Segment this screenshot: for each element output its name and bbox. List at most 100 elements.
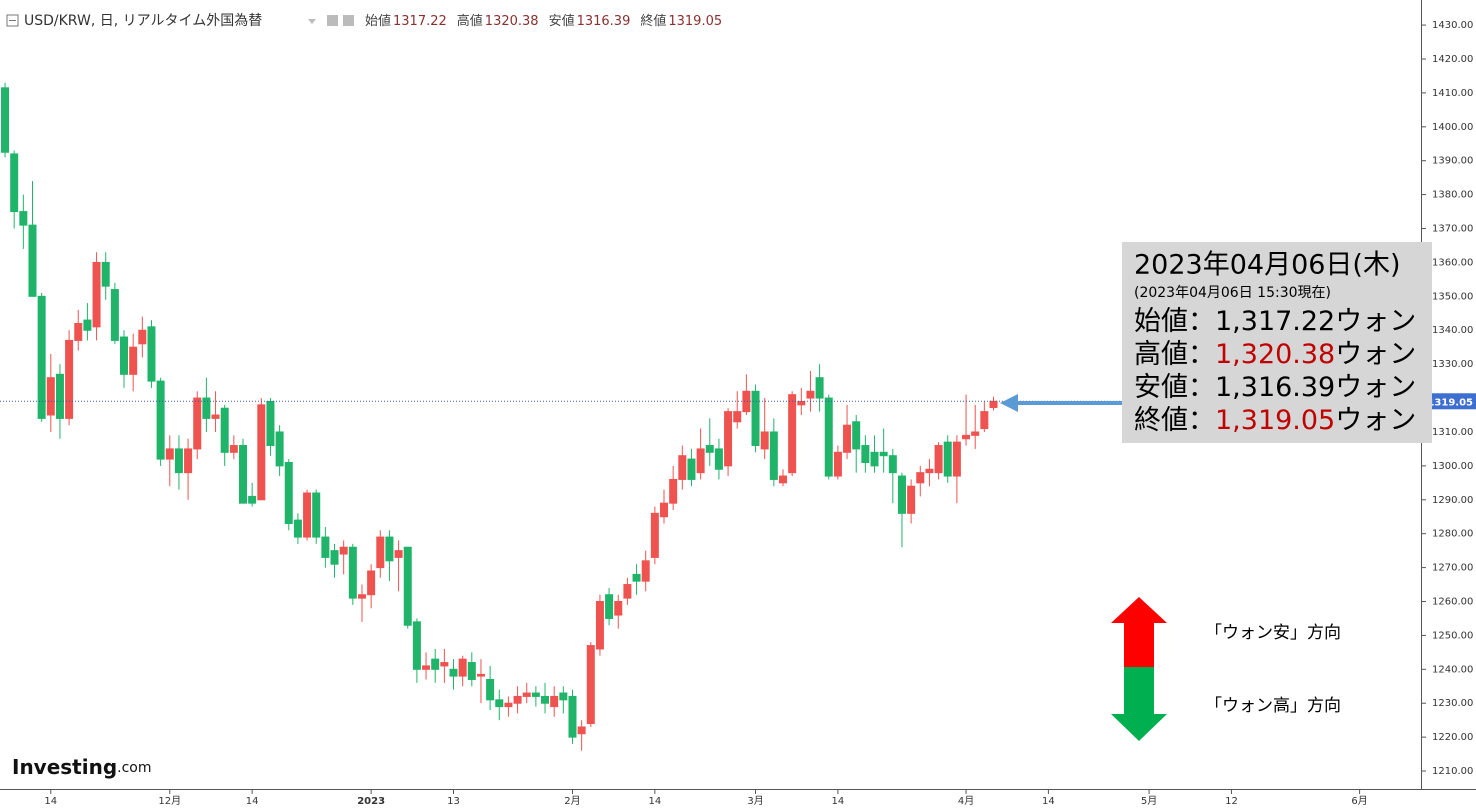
candle-body [934,445,943,474]
candle-body [138,329,147,345]
annotation-strong: 「ウォン高」方向 [1205,696,1341,716]
candle-body [943,441,952,477]
candle-body [650,512,659,558]
candle-body [10,153,19,213]
candle-body [678,455,687,480]
x-tick-label: 14 [246,796,259,807]
candle-body [925,468,934,474]
candle-body [65,339,74,419]
candle-body [952,441,961,477]
y-tick-label: 1390.00 [1432,156,1473,167]
header-symbol: USD/KRW, 日, リアルタイム外国為替 [24,13,262,29]
candle-body [724,411,733,467]
candle-body [632,573,641,582]
candle-body [431,658,440,670]
candle-body [394,550,403,558]
candle-body [422,665,431,670]
candle-body [184,448,193,474]
info-label: 始値 [1134,306,1188,337]
candle-body [531,692,540,697]
candle-body [92,261,101,328]
header-label: 高値 [457,13,483,29]
candle-body [467,662,476,680]
info-separator: ： [1188,372,1215,403]
candle-body [907,485,916,514]
y-tick-label: 1230.00 [1432,698,1473,709]
candle-body [1,87,10,153]
candle-body [403,546,412,626]
candle-body [174,448,183,474]
y-tick-label: 1300.00 [1432,461,1473,472]
candle-body [275,431,284,467]
candle-body [440,662,449,667]
collapse-icon[interactable] [6,14,19,27]
candle-body [550,695,559,708]
x-tick-label: 14 [1042,796,1055,807]
candle-body [476,673,485,677]
x-tick-label: 6月 [1351,795,1367,807]
y-tick-label: 1360.00 [1432,257,1473,268]
candle-body [284,461,293,525]
candle-body [193,397,202,450]
info-separator: ： [1188,339,1215,370]
candle-body [449,668,458,677]
dropdown-icon[interactable] [308,19,316,24]
candle-body [559,692,568,701]
candle-body [888,455,897,474]
x-tick-label: 3月 [747,795,763,807]
settings-icon[interactable] [343,15,354,26]
candle-body [19,211,28,226]
info-row: 高値：1,320.38ウォン [1134,339,1416,370]
candle-body [229,445,238,453]
candle-body [220,407,229,453]
header-item: 始値 1317.22 [365,13,447,29]
info-asof: (2023年04月06日 15:30現在) [1134,285,1331,301]
candle-body [266,400,275,447]
info-row: 終値：1,319.05ウォン [1134,405,1416,436]
header-item: 高値 1320.38 [457,13,539,29]
info-label: 高値 [1134,339,1188,370]
x-tick-label: 12月 [158,795,181,807]
info-date: 2023年04月06日(木) [1134,250,1401,281]
last-price-box: 1319.05 [1422,393,1476,410]
x-tick-label: 14 [832,796,845,807]
x-tick-label: 12 [1225,796,1238,807]
candle-body [46,377,55,416]
candle-body [211,414,220,419]
info-unit: ウォン [1335,372,1416,403]
y-tick-label: 1370.00 [1432,224,1473,235]
candle-body [367,570,376,596]
settings-icon[interactable] [327,15,338,26]
y-tick-label: 1250.00 [1432,630,1473,641]
candle-body [248,495,257,504]
candle-body [971,431,980,436]
candle-body [129,346,138,375]
info-value: 1,317.22 [1215,306,1335,337]
y-tick-label: 1400.00 [1432,122,1473,133]
x-tick-label: 14 [44,796,57,807]
candle-body [660,502,669,518]
pointer-arrowhead [1000,394,1018,412]
candle-body [605,594,614,619]
candle-body [330,550,339,565]
candle-body [522,692,531,697]
y-tick-label: 1280.00 [1432,529,1473,540]
logo-main: Investing [12,755,117,779]
candle-body [742,390,751,413]
candle-body [595,600,604,650]
x-tick-label: 4月 [958,795,974,807]
candle-body [714,448,723,470]
candle-body [614,600,623,616]
candle-body [486,678,495,701]
header-value: 1320.38 [485,14,539,29]
candle-body [495,699,504,708]
y-tick-label: 1420.00 [1432,54,1473,65]
candle-body [339,546,348,555]
y-tick-label: 1220.00 [1432,732,1473,743]
x-tick-label: 2023 [357,796,385,807]
y-tick-label: 1240.00 [1432,664,1473,675]
y-tick-label: 1210.00 [1432,766,1473,777]
candle-body [989,400,998,408]
x-tick-label: 13 [447,796,460,807]
